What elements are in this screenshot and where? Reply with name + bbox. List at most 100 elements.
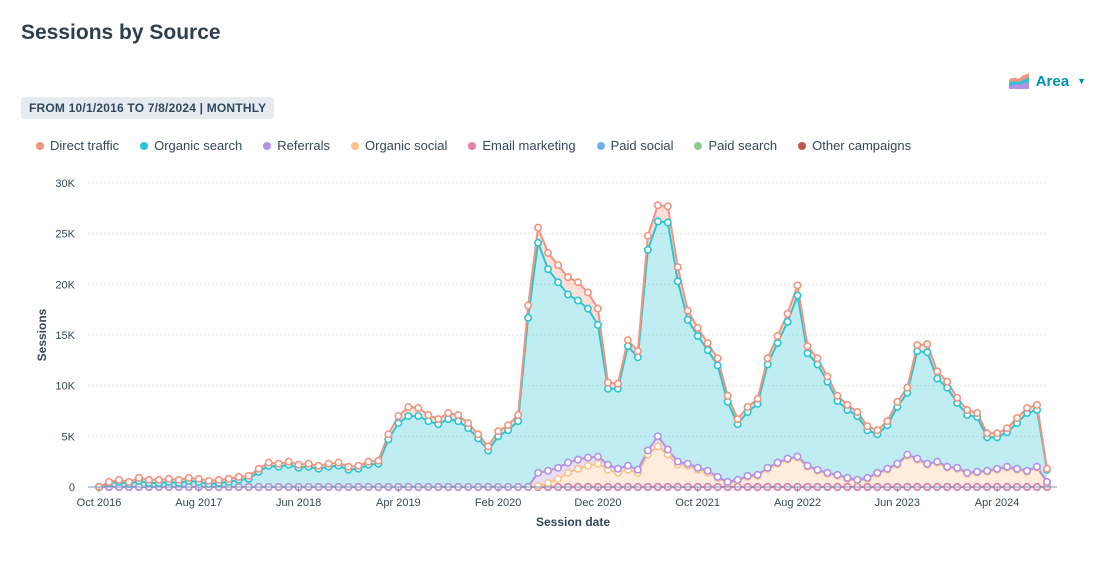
point-referrals[interactable]: [593, 452, 602, 461]
point-referrals[interactable]: [993, 464, 1002, 473]
point-direct-traffic[interactable]: [913, 341, 922, 350]
point-referrals[interactable]: [703, 466, 712, 475]
point-referrals[interactable]: [983, 466, 992, 475]
point-direct-traffic[interactable]: [274, 459, 283, 468]
point-direct-traffic[interactable]: [803, 342, 812, 351]
point-referrals[interactable]: [833, 470, 842, 479]
point-referrals[interactable]: [923, 459, 932, 468]
point-direct-traffic[interactable]: [633, 347, 642, 356]
point-referrals[interactable]: [873, 468, 882, 477]
point-referrals[interactable]: [633, 465, 642, 474]
point-direct-traffic[interactable]: [713, 354, 722, 363]
point-organic-social[interactable]: [534, 481, 543, 490]
point-referrals[interactable]: [913, 454, 922, 463]
point-direct-traffic[interactable]: [164, 474, 173, 483]
point-direct-traffic[interactable]: [264, 458, 273, 467]
point-direct-traffic[interactable]: [883, 417, 892, 426]
point-referrals[interactable]: [534, 468, 543, 477]
point-referrals[interactable]: [803, 461, 812, 470]
point-direct-traffic[interactable]: [943, 377, 952, 386]
point-direct-traffic[interactable]: [394, 412, 403, 421]
point-direct-traffic[interactable]: [1023, 403, 1032, 412]
legend-item-direct-traffic[interactable]: Direct traffic: [36, 138, 119, 153]
point-referrals[interactable]: [603, 460, 612, 469]
point-direct-traffic[interactable]: [194, 474, 203, 483]
point-referrals[interactable]: [673, 457, 682, 466]
point-referrals[interactable]: [653, 432, 662, 441]
point-direct-traffic[interactable]: [983, 429, 992, 438]
point-organic-social[interactable]: [583, 461, 592, 470]
point-referrals[interactable]: [773, 458, 782, 467]
point-direct-traffic[interactable]: [504, 421, 513, 430]
point-referrals[interactable]: [613, 464, 622, 473]
point-organic-search[interactable]: [643, 245, 652, 254]
point-direct-traffic[interactable]: [923, 340, 932, 349]
point-organic-search[interactable]: [713, 361, 722, 370]
point-organic-social[interactable]: [653, 442, 662, 451]
point-referrals[interactable]: [903, 450, 912, 459]
point-referrals[interactable]: [663, 445, 672, 454]
point-direct-traffic[interactable]: [234, 472, 243, 481]
point-referrals[interactable]: [1033, 462, 1042, 471]
point-direct-traffic[interactable]: [733, 415, 742, 424]
point-direct-traffic[interactable]: [174, 475, 183, 484]
point-referrals[interactable]: [643, 446, 652, 455]
point-organic-social[interactable]: [554, 474, 563, 483]
point-organic-search[interactable]: [524, 313, 533, 322]
point-direct-traffic[interactable]: [444, 409, 453, 418]
point-direct-traffic[interactable]: [214, 475, 223, 484]
point-direct-traffic[interactable]: [853, 408, 862, 417]
point-direct-traffic[interactable]: [484, 442, 493, 451]
point-direct-traffic[interactable]: [1043, 464, 1052, 473]
point-referrals[interactable]: [564, 458, 573, 467]
point-referrals[interactable]: [723, 477, 732, 486]
point-direct-traffic[interactable]: [723, 391, 732, 400]
point-direct-traffic[interactable]: [783, 309, 792, 318]
point-referrals[interactable]: [1013, 464, 1022, 473]
point-direct-traffic[interactable]: [893, 397, 902, 406]
point-direct-traffic[interactable]: [583, 288, 592, 297]
point-organic-search[interactable]: [544, 265, 553, 274]
point-referrals[interactable]: [753, 470, 762, 479]
point-referrals[interactable]: [1003, 462, 1012, 471]
point-direct-traffic[interactable]: [414, 403, 423, 412]
point-direct-traffic[interactable]: [344, 462, 353, 471]
point-direct-traffic[interactable]: [384, 430, 393, 439]
point-direct-traffic[interactable]: [933, 367, 942, 376]
point-direct-traffic[interactable]: [973, 409, 982, 418]
point-direct-traffic[interactable]: [763, 354, 772, 363]
point-direct-traffic[interactable]: [603, 378, 612, 387]
point-direct-traffic[interactable]: [204, 476, 213, 485]
point-direct-traffic[interactable]: [843, 400, 852, 409]
point-organic-search[interactable]: [673, 277, 682, 286]
point-referrals[interactable]: [783, 454, 792, 463]
point-direct-traffic[interactable]: [304, 459, 313, 468]
point-direct-traffic[interactable]: [613, 379, 622, 388]
point-referrals[interactable]: [554, 463, 563, 472]
point-organic-search[interactable]: [583, 304, 592, 313]
point-direct-traffic[interactable]: [314, 461, 323, 470]
point-direct-traffic[interactable]: [873, 426, 882, 435]
point-direct-traffic[interactable]: [623, 336, 632, 345]
point-direct-traffic[interactable]: [284, 457, 293, 466]
point-direct-traffic[interactable]: [514, 411, 523, 420]
point-direct-traffic[interactable]: [144, 475, 153, 484]
point-direct-traffic[interactable]: [464, 419, 473, 428]
point-direct-traffic[interactable]: [364, 457, 373, 466]
point-direct-traffic[interactable]: [374, 456, 383, 465]
legend-item-organic-search[interactable]: Organic search: [140, 138, 242, 153]
point-direct-traffic[interactable]: [773, 332, 782, 341]
point-referrals[interactable]: [733, 475, 742, 484]
point-direct-traffic[interactable]: [1013, 414, 1022, 423]
point-referrals[interactable]: [823, 468, 832, 477]
point-referrals[interactable]: [1023, 466, 1032, 475]
point-direct-traffic[interactable]: [833, 391, 842, 400]
point-direct-traffic[interactable]: [593, 304, 602, 313]
point-organic-search[interactable]: [404, 412, 413, 421]
point-organic-search[interactable]: [923, 348, 932, 357]
point-organic-social[interactable]: [573, 464, 582, 473]
point-direct-traffic[interactable]: [823, 372, 832, 381]
point-direct-traffic[interactable]: [454, 411, 463, 420]
point-referrals[interactable]: [953, 463, 962, 472]
point-direct-traffic[interactable]: [1033, 400, 1042, 409]
